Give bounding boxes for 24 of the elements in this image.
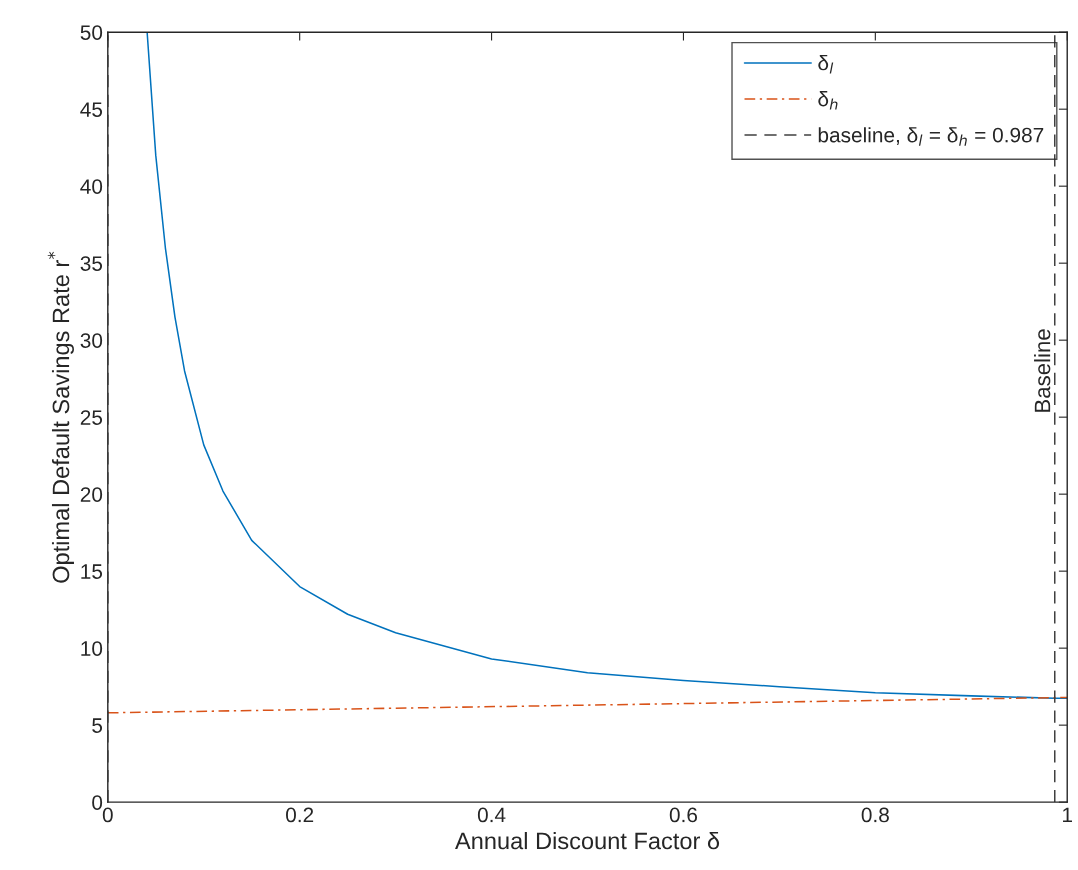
y-tick-label: 50 — [80, 25, 103, 40]
y-tick-label: 15 — [81, 564, 103, 579]
y-tick-label: 35 — [80, 256, 103, 271]
y-tick-label: 30 — [80, 333, 103, 348]
x-tick-label: 1 — [1063, 807, 1072, 823]
y-axis-title: Optimal Default Savings Rate r$^{*}$ — [47, 251, 74, 583]
x-tick-label: 0 — [102, 807, 113, 823]
x-axis-title: Annual Discount Factor δ — [455, 831, 720, 850]
y-tick-label: 10 — [81, 641, 103, 656]
x-tick-label: 0.2 — [286, 807, 314, 823]
line-series — [146, 32, 1068, 699]
annotation: Baseline — [1034, 329, 1051, 412]
y-tick-label: 0 — [92, 795, 103, 810]
x-tick-label: 0.4 — [477, 807, 506, 823]
legend-label: δ$_{l}$ — [818, 55, 834, 74]
x-tick-label: 0.8 — [861, 807, 889, 823]
legend-label: δ$_{h}$ — [818, 91, 838, 110]
y-tick-label: 45 — [80, 102, 103, 117]
x-tick-label: 0.6 — [669, 807, 698, 823]
y-tick-label: 40 — [80, 179, 103, 194]
legend-label: baseline, δ$_{l}$ = δ$_{h}$ = 0.987 — [818, 127, 1044, 146]
y-tick-label: 20 — [80, 487, 103, 502]
y-tick-label: 25 — [80, 410, 103, 425]
y-tick-label: 5 — [92, 718, 103, 733]
